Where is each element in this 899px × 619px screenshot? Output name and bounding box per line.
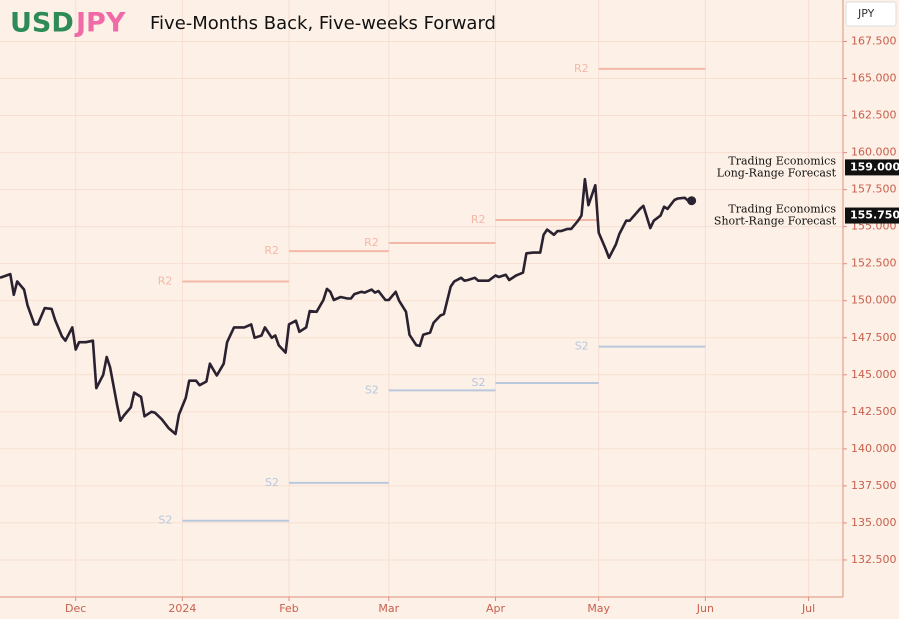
x-tick-label: 2024 bbox=[168, 602, 196, 615]
last-point bbox=[687, 196, 697, 206]
level-label: S2 bbox=[158, 514, 172, 527]
level-label: R2 bbox=[574, 62, 589, 75]
x-tick-label: Feb bbox=[279, 602, 298, 615]
y-tick-label: 162.500 bbox=[851, 109, 897, 122]
forecast-value: 155.750 bbox=[850, 209, 899, 222]
forecast-marker bbox=[845, 207, 899, 224]
level-label: S2 bbox=[265, 476, 279, 489]
forecast-label: Trading Economics bbox=[728, 154, 836, 167]
forecast-label: Long-Range Forecast bbox=[717, 166, 837, 179]
y-tick-label: 132.500 bbox=[851, 553, 897, 566]
level-label: R2 bbox=[364, 236, 379, 249]
y-tick-label: 150.000 bbox=[851, 294, 897, 307]
currency-button-label[interactable]: JPY bbox=[857, 7, 875, 20]
x-tick-label: Jun bbox=[696, 602, 714, 615]
level-label: S2 bbox=[575, 340, 589, 353]
level-label: S2 bbox=[471, 376, 485, 389]
y-tick-label: 147.500 bbox=[851, 331, 897, 344]
forecast-marker bbox=[845, 159, 899, 176]
currency-button[interactable] bbox=[845, 1, 897, 27]
forecast-label: Short-Range Forecast bbox=[714, 215, 837, 228]
level-label: R2 bbox=[471, 213, 486, 226]
level-label: R2 bbox=[158, 274, 173, 287]
x-tick-label: May bbox=[587, 602, 610, 615]
forecast-value: 159.000 bbox=[850, 160, 899, 173]
subtitle: Five-Months Back, Five-weeks Forward bbox=[150, 13, 496, 34]
level-label: R2 bbox=[264, 244, 279, 257]
y-tick-label: 167.500 bbox=[851, 34, 897, 47]
title-quote: JPY bbox=[74, 8, 126, 39]
level-label: S2 bbox=[365, 383, 379, 396]
title-base: USD bbox=[10, 8, 74, 39]
y-tick-label: 137.500 bbox=[851, 479, 897, 492]
y-tick-label: 157.500 bbox=[851, 183, 897, 196]
y-tick-label: 145.000 bbox=[851, 368, 897, 381]
x-tick-label: Mar bbox=[378, 602, 399, 615]
y-tick-label: 135.000 bbox=[851, 516, 897, 529]
y-tick-label: 142.500 bbox=[851, 405, 897, 418]
x-tick-label: Jul bbox=[801, 602, 815, 615]
x-tick-label: Apr bbox=[486, 602, 506, 615]
y-tick-label: 152.500 bbox=[851, 257, 897, 270]
y-tick-label: 160.000 bbox=[851, 146, 897, 159]
y-tick-label: 165.000 bbox=[851, 72, 897, 85]
x-tick-label: Dec bbox=[65, 602, 86, 615]
forecast-label: Trading Economics bbox=[728, 203, 836, 216]
price-line bbox=[0, 177, 692, 436]
y-tick-label: 140.000 bbox=[851, 442, 897, 455]
